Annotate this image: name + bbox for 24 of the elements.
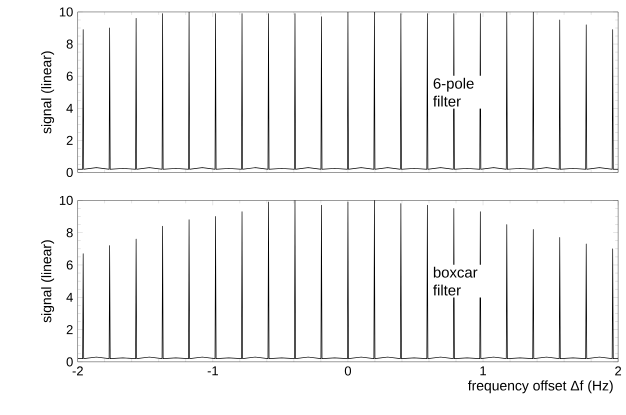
y-tick-label: 6 [66, 260, 73, 270]
y-tick-label: 4 [66, 104, 73, 113]
y-tick-label: 10 [60, 8, 73, 17]
annotation: 6-pole filter [433, 78, 474, 107]
y-tick-label: 4 [66, 292, 73, 302]
y-tick-label: 0 [66, 357, 73, 367]
y-tick-label: 2 [66, 136, 73, 146]
y-tick-label: 6 [66, 72, 73, 81]
y-tick-label: 2 [66, 325, 73, 334]
y-tick-label: 0 [66, 168, 73, 178]
x-axis-title: frequency offset Δf (Hz) [468, 380, 613, 394]
y-tick-label: 10 [60, 196, 73, 206]
y-tick-label: 8 [66, 228, 73, 238]
x-tick-label: 2 [615, 366, 622, 376]
x-tick-label: 0 [344, 366, 352, 376]
annotation: boxcar filter [433, 266, 478, 296]
x-tick-label: 1 [480, 366, 486, 376]
line-series [78, 200, 618, 360]
x-tick-label: -2 [72, 366, 83, 376]
line-series [78, 12, 618, 170]
y-axis-title: signal (linear) [41, 52, 54, 134]
y-tick-label: 8 [66, 40, 73, 49]
x-tick-label: -1 [208, 366, 218, 376]
y-axis-title: signal (linear) [41, 240, 54, 323]
